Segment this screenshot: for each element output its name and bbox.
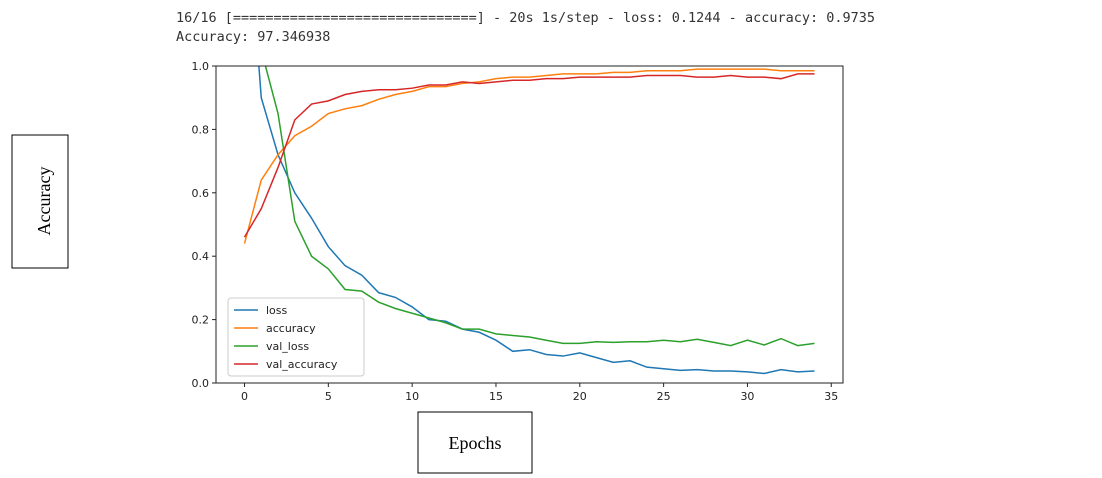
legend-label: val_accuracy: [266, 358, 338, 371]
legend-label: accuracy: [266, 322, 316, 335]
x-tick-label: 15: [489, 390, 503, 403]
y-tick-label: 0.0: [192, 377, 210, 390]
x-tick-label: 10: [405, 390, 419, 403]
x-tick-label: 25: [657, 390, 671, 403]
legend-label: loss: [266, 304, 288, 317]
x-tick-label: 20: [573, 390, 587, 403]
line: [243, 68, 815, 244]
plot-lines: [243, 66, 815, 375]
console-line: Accuracy: 97.346938: [176, 29, 330, 45]
y-tick-label: 0.8: [192, 123, 210, 136]
x-tick-label: 0: [241, 390, 248, 403]
y-tick-label: 0.4: [192, 250, 210, 263]
x-tick-label: 35: [824, 390, 838, 403]
x-tick-label: 30: [740, 390, 754, 403]
console-line: 16/16 [==============================] -…: [176, 10, 875, 26]
y-axis-label: Accuracy: [34, 167, 54, 236]
legend-box: [227, 297, 365, 377]
x-axis-label: Epochs: [449, 433, 502, 453]
line: [243, 73, 815, 238]
y-tick-label: 1.0: [192, 60, 210, 73]
line: [258, 66, 815, 375]
y-label-box: [11, 134, 69, 269]
legend-label: val_loss: [266, 340, 309, 353]
y-tick-label: 0.6: [192, 187, 210, 200]
x-tick-label: 5: [325, 390, 332, 403]
axes-frame: [215, 65, 844, 384]
line: [264, 66, 815, 347]
y-tick-label: 0.2: [192, 314, 210, 327]
x-label-box: [417, 411, 533, 474]
